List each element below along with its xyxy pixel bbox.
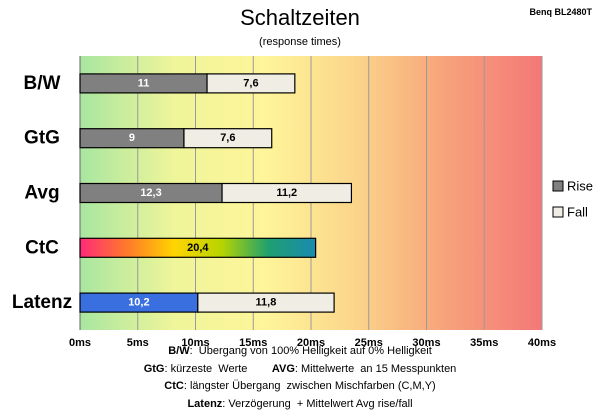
note-key: Latenz: [187, 397, 223, 410]
x-tick-label: 0ms: [69, 337, 91, 349]
category-label: B/W: [24, 73, 61, 94]
bar-fall-label: 11,8: [256, 297, 277, 309]
category-label: CtC: [25, 237, 59, 258]
bar-fall: [221, 182, 353, 204]
bars: 11 7,6 9 7,6 12,3 11,2 20,4 10,2 11,8: [79, 73, 353, 313]
monitor-model-label: Benq BL2480T: [529, 7, 592, 17]
note-key: AVG: [271, 362, 295, 375]
bar-rise-label: 9: [129, 132, 135, 144]
x-tick-label: 15ms: [239, 337, 267, 349]
bar-rise-label: 10,2: [128, 297, 149, 309]
bar-fall-label: 7,6: [243, 77, 258, 89]
bar-fall: [197, 292, 335, 313]
legend: Rise Fall: [552, 179, 593, 220]
bar-fall-label: 11,2: [276, 187, 297, 199]
note-text: : kürzeste Werte: [164, 362, 248, 375]
legend-notes: B/W: Übergang von 100% Helligkeit auf 0%…: [0, 343, 600, 413]
note-text: : Übergang von 100% Helligkeit auf 0% He…: [189, 345, 432, 357]
x-tick-label: 10ms: [181, 337, 209, 349]
note-key: GtG: [143, 362, 165, 375]
x-tick-label: 40ms: [528, 337, 556, 349]
x-tick-label: 30ms: [412, 337, 440, 349]
x-tick-labels: 0ms 5ms 10ms 15ms 20ms 25ms 30ms 35ms 40ms: [69, 337, 556, 349]
x-tick-label: 5ms: [127, 337, 149, 349]
category-label: GtG: [24, 128, 60, 149]
legend-swatch: [552, 180, 564, 192]
x-tick-label: 35ms: [470, 337, 498, 349]
note-text: : längster Übergang zwischen Mischfarben…: [183, 380, 436, 392]
bar-fall: [183, 128, 273, 149]
note-latenz: Latenz: Verzögerung + Mittelwert Avg ris…: [0, 396, 600, 414]
bar-fall-label: 7,6: [220, 132, 235, 144]
legend-swatch: [552, 206, 564, 218]
note-gtg-avg: GtG: kürzeste Werte AVG: Mittelwerte an …: [0, 361, 600, 379]
note-key: B/W: [168, 345, 190, 357]
bar-rise-label: 20,4: [187, 242, 209, 254]
x-tick-label: 25ms: [355, 337, 383, 349]
category-labels: B/W GtG Avg CtC Latenz: [12, 73, 72, 313]
note-ctc: CtC: längster Übergang zwischen Mischfar…: [0, 378, 600, 396]
bar-fall: [206, 73, 296, 94]
note-text: : Verzögerung + Mittelwert Avg rise/fall: [222, 397, 413, 410]
bar-rise: [79, 237, 317, 258]
chart-title: Schaltzeiten: [240, 5, 360, 30]
category-label: Latenz: [12, 292, 72, 313]
legend-label: Rise: [567, 179, 593, 194]
note-bw: B/W: Übergang von 100% Helligkeit auf 0%…: [0, 343, 600, 361]
legend-label: Fall: [567, 205, 588, 220]
bar-rise-label: 12,3: [140, 187, 161, 199]
x-tick-label: 20ms: [297, 337, 325, 349]
note-key: CtC: [164, 380, 184, 392]
bar-rise-label: 11: [138, 77, 150, 89]
note-text: : Mittelwerte an 15 Messpunkten: [294, 362, 457, 375]
chart-subtitle: (response times): [259, 36, 341, 48]
category-label: Avg: [24, 183, 59, 204]
